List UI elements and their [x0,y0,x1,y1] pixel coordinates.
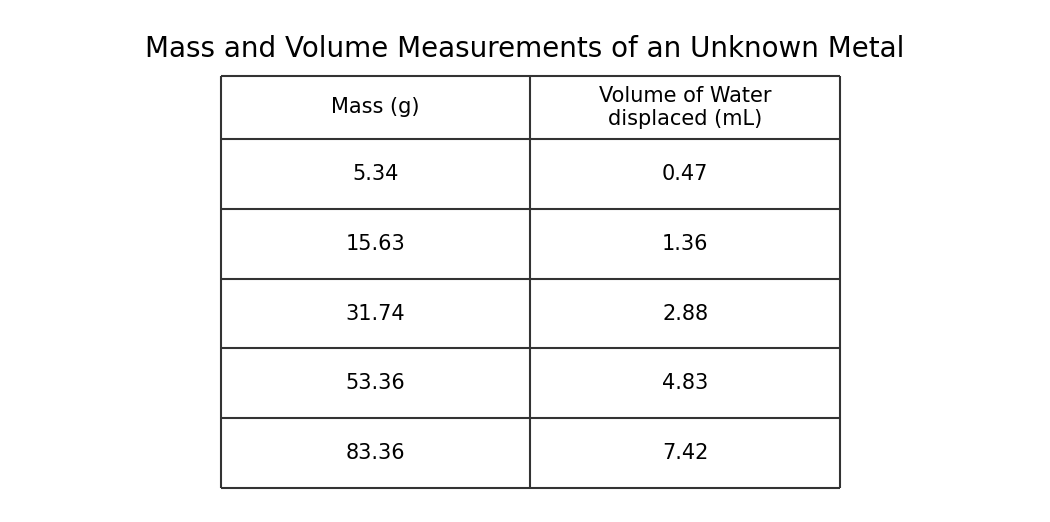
Text: 1.36: 1.36 [662,234,709,254]
Text: Mass and Volume Measurements of an Unknown Metal: Mass and Volume Measurements of an Unkno… [145,34,905,63]
Text: 83.36: 83.36 [345,443,405,463]
Text: Mass (g): Mass (g) [331,98,420,117]
Text: 2.88: 2.88 [663,304,708,324]
Text: 4.83: 4.83 [662,373,709,394]
Text: 31.74: 31.74 [345,304,405,324]
Text: 15.63: 15.63 [345,234,405,254]
Text: Volume of Water
displaced (mL): Volume of Water displaced (mL) [598,86,772,129]
Text: 53.36: 53.36 [345,373,405,394]
Text: 0.47: 0.47 [662,164,709,184]
Text: 5.34: 5.34 [352,164,399,184]
Text: 7.42: 7.42 [662,443,709,463]
